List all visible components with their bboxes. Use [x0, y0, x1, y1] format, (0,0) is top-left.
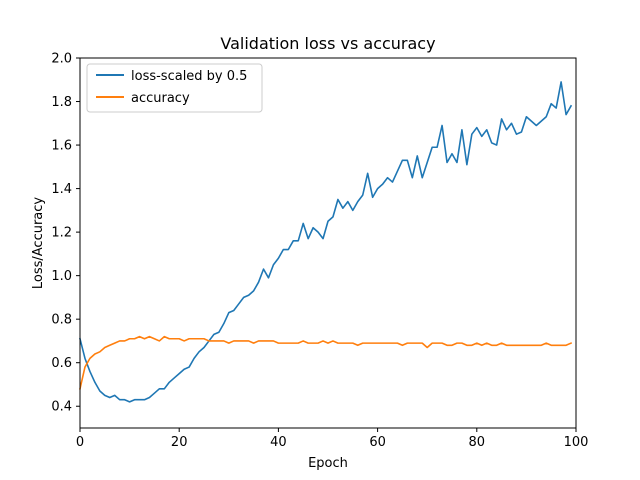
series-line-accuracy [79, 335, 573, 390]
tick-layer: 0 20 40 60 80 100 0.4 0.6 0.8 1.0 1.2 1.4 1.6 1.8 2.0 [51, 52, 588, 451]
y-tick-label: 0.6 [51, 356, 72, 371]
legend: loss-scaled by 0.5 accuracy [86, 63, 263, 113]
x-tick-label: 100 [564, 435, 589, 450]
x-tick-label: 0 [76, 435, 84, 450]
legend-label-loss: loss-scaled by 0.5 [131, 69, 247, 84]
y-tick-label: 1.8 [51, 95, 72, 110]
y-tick-label: 1.0 [51, 269, 72, 284]
series-line-loss [79, 81, 573, 403]
plot-frame [79, 57, 577, 429]
x-axis-label: Epoch [308, 456, 348, 471]
series-layer [79, 81, 573, 403]
y-tick-label: 0.4 [51, 400, 72, 415]
legend-frame [86, 63, 263, 113]
y-tick-label: 1.2 [51, 226, 72, 241]
x-tick-label: 80 [469, 435, 486, 450]
x-tick-label: 20 [171, 435, 188, 450]
y-tick-label: 1.6 [51, 139, 72, 154]
x-tick-label: 60 [369, 435, 386, 450]
y-tick-label: 2.0 [51, 52, 72, 67]
y-tick-label: 0.8 [51, 313, 72, 328]
x-tick-label: 40 [270, 435, 287, 450]
y-axis-label: Loss/Accuracy [31, 197, 46, 290]
plot-area [80, 58, 576, 428]
legend-label-accuracy: accuracy [131, 91, 190, 106]
y-tick-label: 1.4 [51, 182, 72, 197]
chart-title: Validation loss vs accuracy [220, 34, 435, 53]
